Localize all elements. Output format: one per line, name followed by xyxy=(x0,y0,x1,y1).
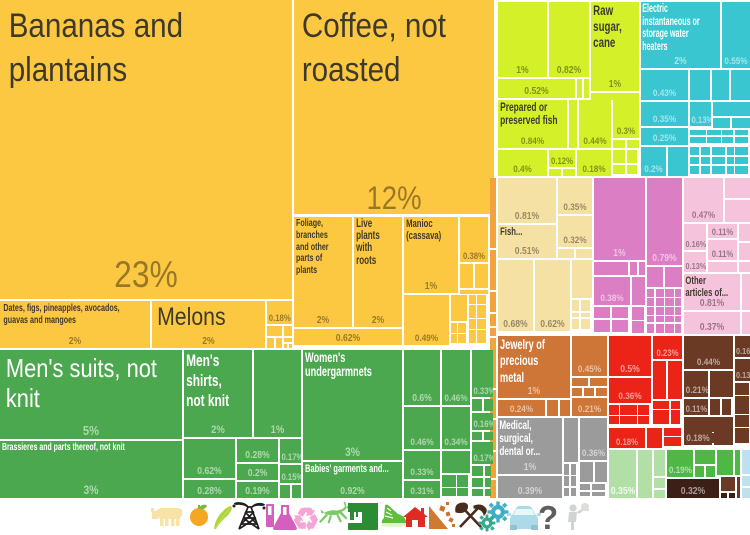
svg-text:♻: ♻ xyxy=(292,502,320,535)
svg-text:?: ? xyxy=(538,500,558,535)
